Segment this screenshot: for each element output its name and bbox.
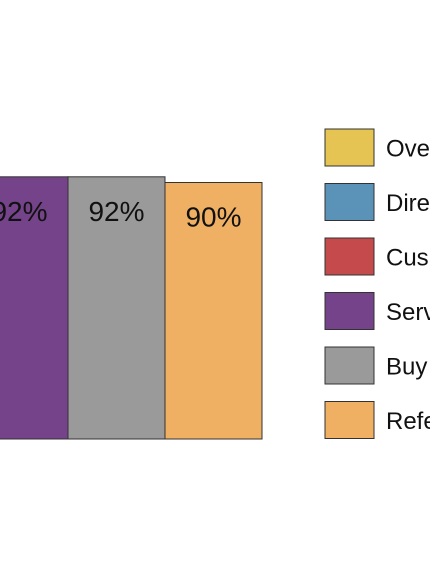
bars-group: 92% 92% 90%: [0, 176, 263, 440]
legend: Ove Dire Cus Serv Buy Refe: [324, 128, 430, 439]
legend-label-buy: Buy: [386, 354, 427, 381]
legend-swatch-dire: [324, 183, 375, 221]
bar-refe: [164, 182, 263, 440]
legend-swatch-refe: [324, 401, 375, 439]
legend-label-serv: Serv: [386, 299, 430, 326]
data-label-serv: 92%: [0, 196, 48, 227]
legend-label-ove: Ove: [386, 136, 430, 163]
legend-swatch-serv: [324, 292, 375, 330]
legend-label-refe: Refe: [386, 408, 430, 435]
bar-buy: [67, 176, 166, 440]
legend-swatch-buy: [324, 346, 375, 385]
legend-swatch-cus: [324, 237, 375, 276]
legend-label-dire: Dire: [386, 190, 430, 217]
legend-label-cus: Cus: [386, 245, 429, 272]
bar-serv: [0, 176, 69, 440]
data-label-refe: 90%: [185, 202, 241, 233]
data-label-buy: 92%: [88, 196, 144, 227]
legend-swatch-ove: [324, 128, 375, 167]
